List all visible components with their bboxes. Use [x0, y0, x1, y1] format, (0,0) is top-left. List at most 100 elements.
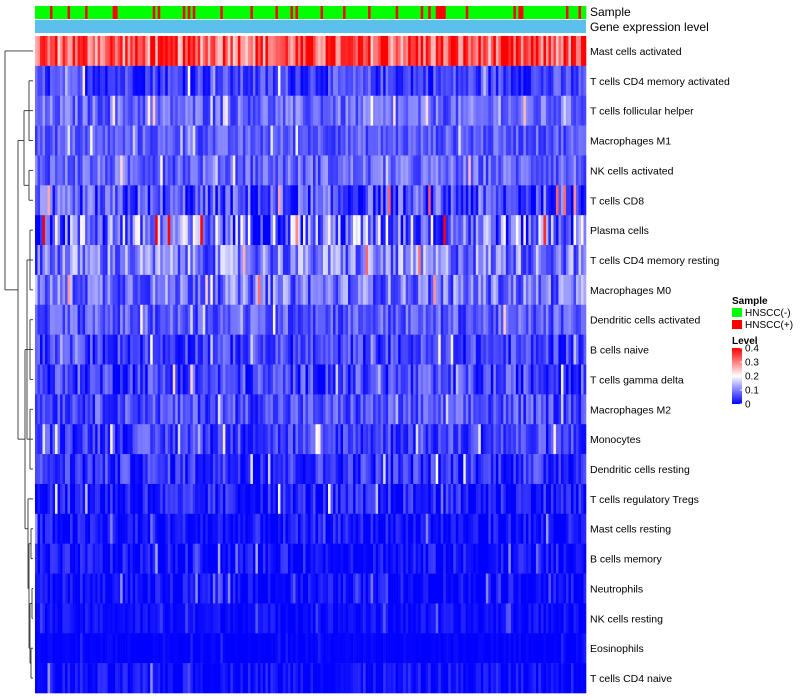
heatmap-cell: [252, 663, 256, 694]
heatmap-cell: [483, 245, 487, 276]
heatmap-cell: [222, 513, 226, 544]
heatmap-cell: [348, 185, 351, 216]
heatmap-cell: [460, 364, 464, 395]
heatmap-cell: [493, 304, 497, 335]
heatmap-cell: [125, 394, 128, 425]
heatmap-cell: [568, 185, 572, 216]
heatmap-cell: [368, 274, 371, 306]
heatmap-cell: [140, 424, 143, 455]
heatmap-cell: [333, 245, 336, 276]
heatmap-cell: [65, 513, 68, 544]
heatmap-cell: [438, 633, 442, 664]
heatmap-cell: [345, 454, 349, 485]
heatmap-cell: [328, 543, 331, 574]
heatmap-cell: [112, 245, 116, 276]
heatmap-cell: [493, 513, 497, 544]
heatmap-cell: [135, 36, 138, 67]
heatmap-cell: [538, 483, 542, 515]
heatmap-cell: [237, 304, 241, 335]
heatmap-cell: [518, 394, 522, 425]
sample-annotation-cell: [380, 6, 384, 19]
heatmap-cell: [100, 394, 103, 425]
heatmap-cell: [65, 245, 68, 276]
heatmap-cell: [555, 454, 559, 485]
heatmap-cell: [375, 95, 379, 126]
heatmap-cell: [413, 215, 416, 246]
heatmap-cell: [42, 513, 46, 544]
heatmap-cell: [558, 543, 562, 574]
heatmap-cell: [80, 394, 83, 425]
heatmap-cell: [490, 364, 494, 395]
heatmap-cell: [162, 304, 166, 335]
heatmap-cell: [435, 573, 439, 604]
heatmap-cell: [508, 633, 512, 664]
sample-annotation-cell: [290, 6, 294, 19]
heatmap-cell: [513, 125, 517, 156]
heatmap-cell: [580, 334, 584, 365]
heatmap-cell: [405, 185, 409, 216]
sample-annotation-cell: [67, 6, 71, 19]
heatmap-cell: [160, 304, 164, 335]
heatmap-cell: [47, 483, 51, 515]
heatmap-cell: [525, 633, 529, 664]
heatmap-cell: [112, 424, 116, 455]
heatmap-cell: [550, 125, 554, 156]
heatmap-cell: [152, 573, 156, 604]
heatmap-cell: [340, 215, 344, 246]
sample-annotation-cell: [323, 6, 326, 19]
heatmap-cell: [373, 215, 376, 246]
heatmap-cell: [568, 573, 572, 604]
heatmap-cell: [47, 394, 51, 425]
heatmap-cell: [553, 125, 557, 156]
heatmap-cell: [565, 603, 569, 634]
heatmap-cell: [410, 633, 414, 664]
heatmap-cell: [458, 513, 462, 544]
heatmap-cell: [67, 394, 71, 425]
heatmap-cell: [573, 573, 577, 604]
heatmap-cell: [355, 513, 359, 544]
heatmap-cell: [75, 364, 78, 395]
heatmap-cell: [47, 603, 51, 634]
sample-annotation-cell: [90, 6, 93, 19]
heatmap-cell: [302, 274, 306, 306]
sample-annotation-cell: [155, 6, 159, 19]
heatmap-cell: [270, 663, 274, 694]
heatmap-cell: [445, 334, 449, 365]
heatmap-cell: [220, 513, 224, 544]
heatmap-cell: [37, 424, 41, 455]
heatmap-cell: [478, 95, 482, 126]
heatmap-cell: [127, 304, 131, 335]
heatmap-cell: [67, 663, 71, 694]
heatmap-cell: [423, 155, 426, 186]
heatmap-cell: [488, 603, 492, 634]
heatmap-cell: [50, 185, 53, 216]
heatmap-cell: [420, 274, 424, 306]
heatmap-cell: [373, 633, 376, 664]
heatmap-cell: [390, 274, 394, 306]
heatmap-cell: [490, 603, 494, 634]
heatmap-cell: [410, 36, 414, 67]
heatmap-cell: [325, 603, 329, 634]
heatmap-cell: [260, 125, 264, 156]
heatmap-cell: [122, 543, 126, 574]
heatmap-cell: [423, 274, 426, 306]
heatmap-cell: [508, 304, 512, 335]
sample-annotation-cell: [185, 6, 189, 19]
heatmap-cell: [350, 603, 354, 634]
heatmap-cell: [558, 364, 562, 395]
sample-annotation-cell: [333, 6, 336, 19]
heatmap-cell: [60, 663, 63, 694]
heatmap-cell: [325, 633, 329, 664]
heatmap-cell: [255, 185, 259, 216]
heatmap-cell: [463, 603, 467, 634]
heatmap-cell: [277, 185, 281, 216]
heatmap-cell: [580, 394, 584, 425]
heatmap-cell: [117, 65, 121, 97]
heatmap-cell: [220, 155, 224, 186]
heatmap-cell: [132, 513, 136, 544]
heatmap-cell: [525, 65, 529, 97]
heatmap-cell: [463, 155, 467, 186]
heatmap-cell: [465, 394, 469, 425]
heatmap-cell: [373, 334, 376, 365]
heatmap-cell: [350, 304, 354, 335]
